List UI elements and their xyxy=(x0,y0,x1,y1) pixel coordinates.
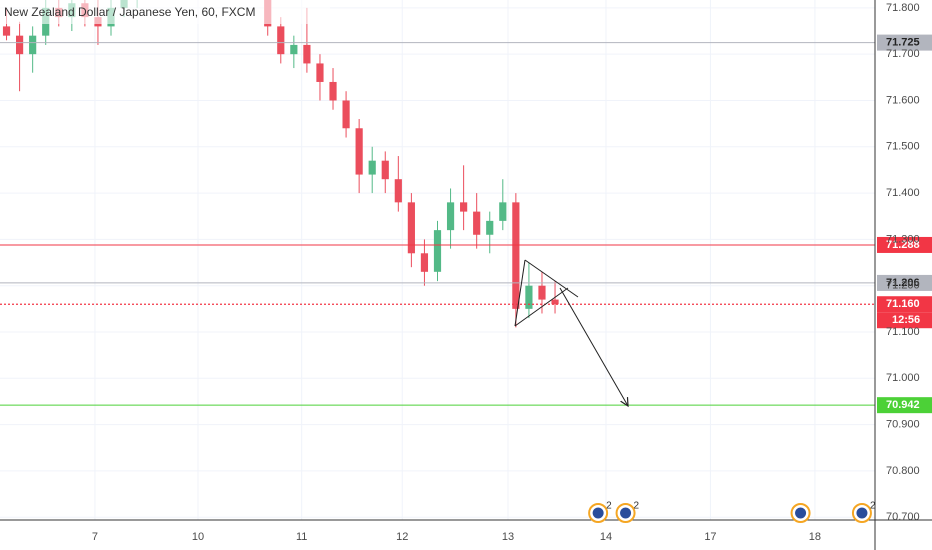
price-label-bg xyxy=(877,397,932,414)
price-lines: 71.725 71.288 71.206 71.160 12:56 70.942 xyxy=(0,34,932,414)
price-label: 71.160 xyxy=(886,298,920,310)
title-bg xyxy=(0,0,330,24)
axes: 70.700 70.800 70.900 71.000 71.100 71.200 71.3… xyxy=(92,2,920,543)
candle-body xyxy=(394,179,402,203)
candle-body xyxy=(2,26,11,36)
candle-body xyxy=(460,202,468,212)
y-tick-label: 71.200 xyxy=(886,280,920,292)
candle-body xyxy=(473,211,481,235)
candle-body xyxy=(551,299,559,305)
event-flag xyxy=(856,507,868,519)
price-label: 70.942 xyxy=(886,399,920,411)
candle-body xyxy=(499,202,507,221)
event-count: 2 xyxy=(870,501,876,512)
candle-body xyxy=(512,202,520,309)
candle-body xyxy=(355,128,363,175)
candle-body xyxy=(342,100,350,129)
event-count: 2 xyxy=(606,501,612,512)
trend-line xyxy=(524,259,579,298)
y-tick-label: 70.900 xyxy=(886,419,920,431)
x-tick-label: 12 xyxy=(396,531,408,543)
x-tick-label: 14 xyxy=(600,531,612,543)
candle-body xyxy=(329,81,337,101)
trend-line xyxy=(514,287,569,327)
y-tick-label: 71.600 xyxy=(886,94,920,106)
candle-body xyxy=(277,26,285,55)
y-tick-label: 70.800 xyxy=(886,465,920,477)
candle-body xyxy=(538,285,546,300)
candle-body xyxy=(316,63,324,82)
price-label-bg xyxy=(877,236,932,253)
event-count: 2 xyxy=(634,501,640,512)
x-tick-label: 18 xyxy=(809,531,821,543)
candle-body xyxy=(420,253,429,272)
drawing xyxy=(514,259,628,406)
candle-body xyxy=(290,44,298,55)
y-tick-label: 71.100 xyxy=(886,326,920,338)
price-label-bg xyxy=(877,296,932,313)
candles xyxy=(2,0,559,328)
x-tick-label: 10 xyxy=(192,531,204,543)
candle-body xyxy=(407,202,415,254)
x-tick-label: 13 xyxy=(502,531,514,543)
chart-title: New Zealand Dollar / Japanese Yen, 60, F… xyxy=(4,5,255,19)
candle-body xyxy=(525,285,533,309)
candle-body xyxy=(446,202,455,231)
y-tick-label: 71.000 xyxy=(886,372,920,384)
candle-body xyxy=(15,35,24,55)
candle-body xyxy=(381,160,389,180)
candle-body xyxy=(368,160,376,175)
event-flag xyxy=(620,507,632,519)
event-flag xyxy=(592,507,604,519)
price-label-bg xyxy=(877,274,932,291)
trend-line xyxy=(514,259,526,327)
candle-body xyxy=(303,44,311,64)
x-tick-label: 7 xyxy=(92,531,98,543)
x-tick-label: 17 xyxy=(704,531,716,543)
countdown-bg xyxy=(877,312,932,329)
y-tick-label: 70.700 xyxy=(886,511,920,523)
y-tick-label: 71.700 xyxy=(886,48,920,60)
price-label: 71.206 xyxy=(886,277,920,289)
price-label: 71.288 xyxy=(886,239,920,251)
price-label-bg xyxy=(877,34,932,51)
countdown: 12:56 xyxy=(892,314,920,326)
y-tick-label: 71.300 xyxy=(886,233,920,245)
y-tick-label: 71.400 xyxy=(886,187,920,199)
y-tick-label: 71.500 xyxy=(886,141,920,153)
arrow xyxy=(559,287,628,406)
x-tick-label: 11 xyxy=(296,531,307,543)
event-flag xyxy=(795,507,807,519)
price-label: 71.725 xyxy=(886,37,920,49)
y-tick-label: 71.800 xyxy=(886,2,920,14)
candle-body xyxy=(433,230,442,272)
candle-body xyxy=(29,35,37,55)
candle-body xyxy=(486,220,494,235)
